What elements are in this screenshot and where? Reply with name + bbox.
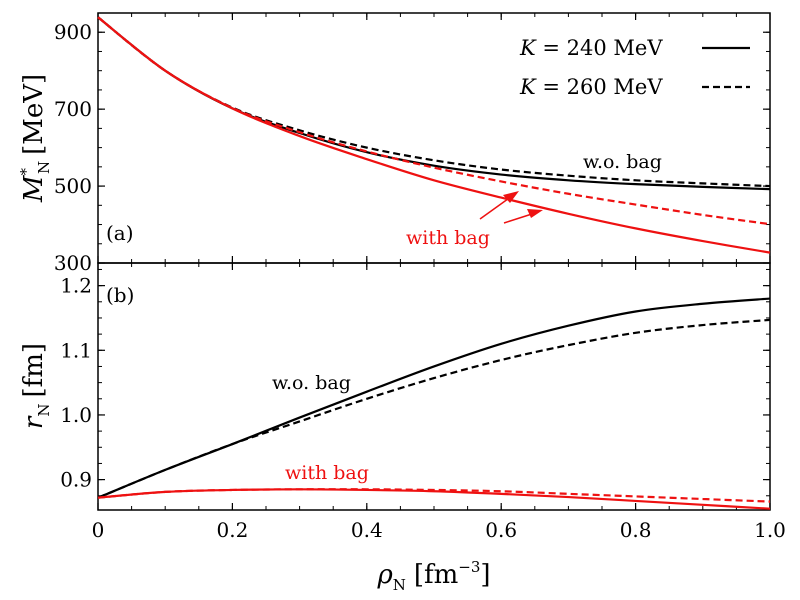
xlabel: ρN [fm−3] bbox=[376, 558, 490, 594]
panel-a-ytick-label: 900 bbox=[54, 20, 92, 44]
panel-a-series bbox=[97, 16, 771, 254]
panel-a-annotation-with-bag: with bag bbox=[406, 227, 490, 249]
xtick-label: 0 bbox=[92, 518, 105, 542]
panel-b-series-1 bbox=[97, 318, 771, 499]
xtick-label: 0.2 bbox=[216, 518, 248, 542]
panel-a-ytick-label: 700 bbox=[54, 97, 92, 121]
panel-a-ytick-label: 500 bbox=[54, 174, 92, 198]
panel-a-frame bbox=[97, 12, 771, 264]
panel-b-ytick-label: 1.2 bbox=[60, 274, 92, 298]
panel-a-series-1 bbox=[97, 16, 771, 188]
panel-a-ytick-label: 300 bbox=[54, 251, 92, 275]
panel-a-arrow-to-dashed bbox=[479, 195, 513, 220]
legend: K = 240 MeV K = 260 MeV bbox=[519, 36, 750, 99]
panel-a-series-0 bbox=[97, 16, 771, 191]
panel-b-series-2 bbox=[97, 488, 771, 510]
panel-b-annotation-without-bag: w.o. bag bbox=[272, 372, 351, 394]
panel-a-annotation-without-bag: w.o. bag bbox=[583, 151, 662, 173]
panel-a-arrows bbox=[479, 191, 543, 224]
panel-b-ytick-label: 1.0 bbox=[60, 403, 92, 427]
panel-b-ylabel: rN[fm] bbox=[19, 343, 53, 429]
panel-a-label: (a) bbox=[106, 221, 134, 245]
panel-b-series-3 bbox=[97, 488, 771, 503]
panel-b-ticks: 0.9 1.0 1.1 1.2 0 0.2 0.4 0.6 0.8 1.0 bbox=[60, 263, 786, 542]
panel-a-arrowhead-solid bbox=[527, 209, 543, 218]
panel-b-annotation-with-bag: with bag bbox=[285, 462, 369, 484]
panel-b-label: (b) bbox=[106, 283, 134, 307]
xtick-label: 0.4 bbox=[351, 518, 383, 542]
panel-a-arrowhead-dashed bbox=[503, 191, 519, 203]
panel-a-series-2 bbox=[97, 16, 771, 254]
legend-entry-240-label: K = 240 MeV bbox=[519, 36, 663, 60]
xtick-label: 0.8 bbox=[620, 518, 652, 542]
panel-a-series-3 bbox=[97, 16, 771, 226]
xtick-label: 1.0 bbox=[754, 518, 786, 542]
panel-a-ylabel: M*N[MeV] bbox=[17, 74, 53, 203]
panel-b-ytick-label: 1.1 bbox=[60, 338, 92, 362]
panel-b-frame bbox=[97, 262, 771, 511]
legend-entry-260-label: K = 260 MeV bbox=[519, 75, 663, 99]
panel-a-ticks: 300 500 700 900 bbox=[54, 12, 771, 275]
panel-b-ytick-label: 0.9 bbox=[60, 468, 92, 492]
panel-b-series bbox=[97, 297, 771, 510]
xtick-label: 0.6 bbox=[485, 518, 517, 542]
